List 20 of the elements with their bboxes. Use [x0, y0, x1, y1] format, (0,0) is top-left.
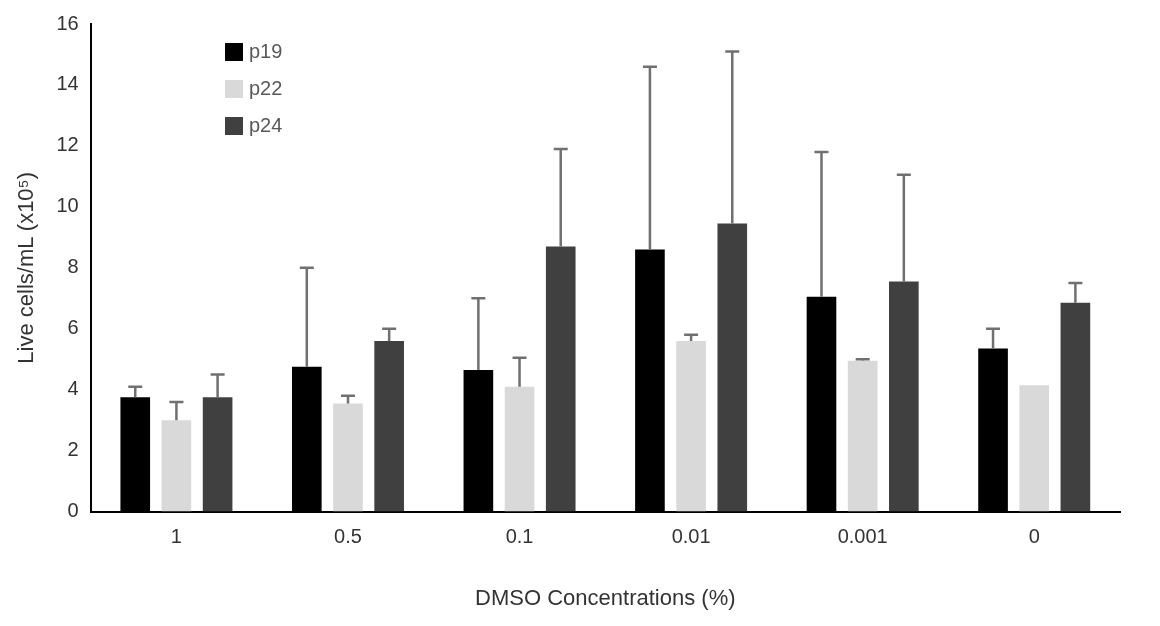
x-tick-label: 0.1	[505, 525, 534, 548]
x-tick-label: 1	[170, 525, 182, 548]
y-tick-label: 8	[67, 255, 79, 278]
y-tick-label: 10	[56, 194, 79, 217]
y-tick-label: 12	[56, 133, 79, 156]
y-tick-label: 14	[56, 72, 79, 95]
y-tick-label: 0	[67, 499, 79, 522]
legend-label: p22	[249, 77, 283, 100]
legend-label: p19	[249, 40, 283, 63]
x-tick-label: 0.001	[837, 525, 888, 548]
y-tick-label: 6	[67, 316, 79, 339]
x-tick-label: 0.5	[334, 525, 362, 548]
y-tick-label: 16	[56, 11, 79, 34]
y-tick-label: 2	[67, 438, 79, 461]
x-tick-label: 0.01	[671, 525, 711, 548]
x-tick-label: 0	[1028, 525, 1040, 548]
legend-label: p24	[249, 114, 283, 137]
y-tick-label: 4	[67, 377, 79, 400]
x-axis-title: DMSO Concentrations (%)	[475, 584, 736, 610]
y-axis-title: Live cells/mL (x10⁵)	[13, 171, 39, 364]
